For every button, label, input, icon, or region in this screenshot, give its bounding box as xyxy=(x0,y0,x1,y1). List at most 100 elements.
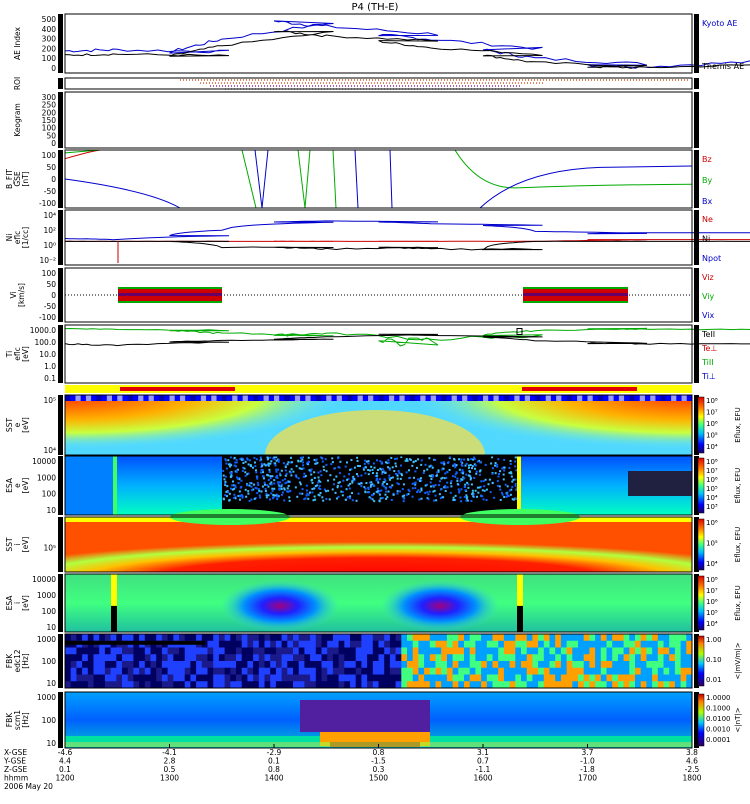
esa-e-pixel xyxy=(277,460,280,463)
esa-e-pixel xyxy=(373,466,376,469)
series-ti-par xyxy=(64,327,750,347)
sst-e-noise xyxy=(85,395,92,401)
fbk-e-cell xyxy=(196,674,203,682)
fbk-e-cell xyxy=(560,634,568,642)
fbk-e-cell xyxy=(492,634,499,642)
fbk-e-cell xyxy=(247,647,254,655)
fbk-e-cell xyxy=(70,661,77,669)
fbk-e-cell xyxy=(481,674,488,682)
fbk-e-cell xyxy=(270,634,277,642)
fbk-e-cell xyxy=(669,640,676,648)
fbk-e-cell xyxy=(635,647,642,655)
fbk-e-cell xyxy=(355,667,362,675)
esa-e-pixel xyxy=(427,493,430,496)
esa-e-pixel xyxy=(309,491,312,494)
fbk-e-cell xyxy=(429,667,436,675)
esa-e-pixel xyxy=(335,475,338,478)
fbk-e-cell xyxy=(446,654,454,662)
fbk-e-cell xyxy=(321,647,328,655)
esa-e-pixel xyxy=(471,467,474,470)
fbk-e-cell xyxy=(156,674,163,682)
esa-e-pixel xyxy=(355,499,358,502)
fbk-e-cell xyxy=(104,647,112,655)
esa-e-pixel xyxy=(349,495,352,498)
fbk-e-cell xyxy=(583,647,590,655)
ylabel: eflc xyxy=(13,231,22,244)
fbk-e-cell xyxy=(589,681,596,689)
legend-entry: Kyoto AE xyxy=(702,19,737,28)
fbk-e-cell xyxy=(435,654,442,662)
left-tick-strip xyxy=(58,268,63,322)
esa-e-pixel xyxy=(386,462,389,465)
esa-e-pixel xyxy=(241,469,244,472)
esa-e-pixel xyxy=(473,476,476,479)
esa-e-pixel xyxy=(319,491,322,494)
esa-e-pixel xyxy=(383,485,386,488)
fbk-e-cell xyxy=(407,640,414,648)
fbk-e-cell xyxy=(555,667,562,675)
esa-e-pixel xyxy=(256,477,259,480)
fbk-e-cell xyxy=(327,640,334,648)
fbk-e-cell xyxy=(669,647,676,655)
fbk-e-cell xyxy=(116,681,123,689)
esa-e-pixel xyxy=(351,477,354,480)
esa-e-pixel xyxy=(273,456,276,459)
fbk-e-cell xyxy=(321,640,328,648)
esa-e-pixel xyxy=(245,483,248,486)
fbk-e-cell xyxy=(475,647,482,655)
fbk-e-cell xyxy=(93,661,100,669)
fbk-e-cell xyxy=(293,640,300,648)
colorbar-label: Eflux, EFU xyxy=(734,527,742,562)
esa-e-pixel xyxy=(242,458,245,461)
fbk-e-cell xyxy=(538,654,545,662)
fbk-e-cell xyxy=(241,654,248,662)
fbk-e-cell xyxy=(595,640,602,648)
esa-e-pixel xyxy=(454,475,457,478)
fbk-e-cell xyxy=(384,634,391,642)
esa-e-pixel xyxy=(278,484,281,487)
sst-e-noise xyxy=(190,395,196,401)
esa-e-pixel xyxy=(484,463,487,466)
esa-e-pixel xyxy=(453,498,456,501)
fbk-e-cell xyxy=(173,634,180,642)
esa-e-pixel xyxy=(350,459,353,462)
esa-e-pixel xyxy=(434,484,437,487)
esa-e-pixel xyxy=(465,497,468,500)
fbk-e-cell xyxy=(657,674,664,682)
fbk-e-cell xyxy=(606,634,613,642)
esa-e-pixel xyxy=(408,490,411,493)
fbk-e-cell xyxy=(543,634,550,642)
esa-e-pixel xyxy=(380,468,383,471)
fbk-e-cell xyxy=(372,667,379,675)
fbk-e-cell xyxy=(173,661,180,669)
xaxis-tick-label: 1200 xyxy=(55,774,74,783)
panel-frame-sst_i xyxy=(64,516,693,573)
esa-e-pixel xyxy=(230,474,233,477)
fbk-e-cell xyxy=(663,674,670,682)
esa-e-pixel xyxy=(286,463,289,466)
fbk-e-cell xyxy=(315,667,322,675)
esa-e-pixel xyxy=(268,468,271,471)
esa-e-pixel xyxy=(321,457,324,460)
esa-e-pixel xyxy=(446,471,449,474)
fbk-e-cell xyxy=(555,674,562,682)
esa-e-pixel xyxy=(340,490,343,493)
ytick-label: 150 xyxy=(42,116,57,125)
fbk-e-cell xyxy=(253,654,260,662)
esa-e-pixel xyxy=(395,465,398,468)
fbk-e-cell xyxy=(275,634,283,642)
fbk-e-cell xyxy=(139,681,146,689)
fbk-e-cell xyxy=(617,640,625,648)
esa-e-pixel xyxy=(239,458,242,461)
panel-frame-esa_e xyxy=(64,455,693,516)
fbk-e-cell xyxy=(686,667,693,675)
fbk-e-cell xyxy=(475,674,482,682)
fbk-e-cell xyxy=(424,674,431,682)
esa-e-pixel xyxy=(485,488,488,491)
fbk-e-cell xyxy=(435,640,442,648)
fbk-e-cell xyxy=(133,661,140,669)
esa-e-pixel xyxy=(314,462,317,465)
esa-e-pixel xyxy=(244,488,247,491)
fbk-e-cell xyxy=(469,634,476,642)
sst-e-noise xyxy=(263,395,269,401)
